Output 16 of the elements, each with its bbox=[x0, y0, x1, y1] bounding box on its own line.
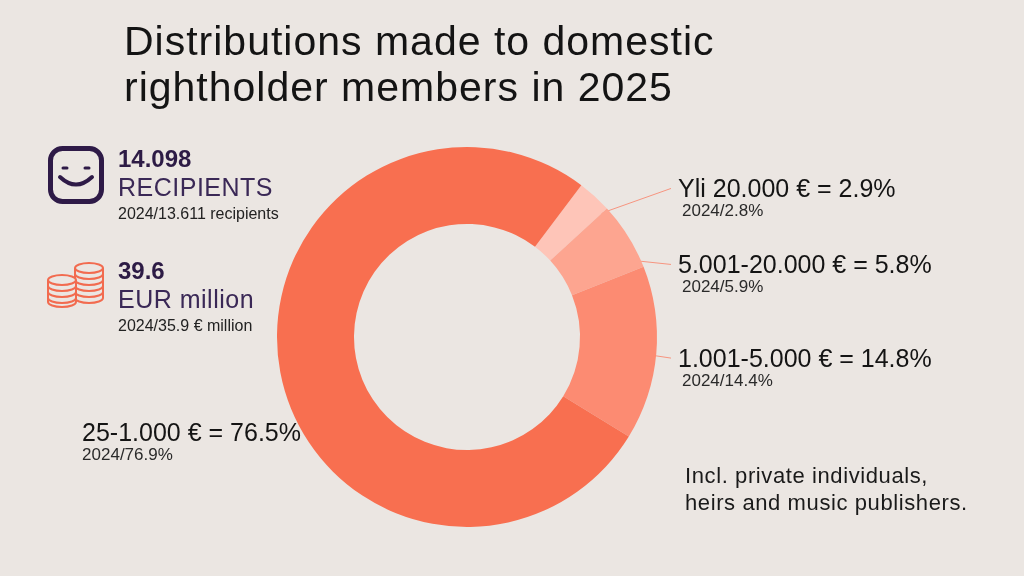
slice-label: Yli 20.000 € = 2.9% bbox=[678, 174, 896, 203]
text: 2024/2.8% bbox=[682, 201, 764, 221]
chart-title: Distributions made to domestic rightholder members in 2025 bbox=[124, 18, 716, 110]
text: 2024/76.9% bbox=[82, 445, 173, 464]
text: 2024/35.9 € million bbox=[118, 316, 254, 336]
slice-label: 5.001-20.000 € = 5.8% bbox=[678, 250, 932, 279]
text: 39.6 bbox=[118, 257, 166, 284]
text: 2024/5.9% bbox=[682, 277, 764, 297]
text: EUR million bbox=[118, 284, 255, 315]
slice-label: 25-1.000 € = 76.5% bbox=[82, 418, 301, 446]
text: RECIPIENTS bbox=[118, 172, 275, 203]
text: 2024/13.611 recipients bbox=[118, 204, 279, 224]
slice-label: 1.001-5.000 € = 14.8% bbox=[678, 344, 932, 373]
text: 2024/14.4% bbox=[682, 371, 773, 391]
text: 14.098 bbox=[118, 145, 193, 172]
text: Incl. private individuals, heirs and music publishers. bbox=[685, 462, 969, 516]
